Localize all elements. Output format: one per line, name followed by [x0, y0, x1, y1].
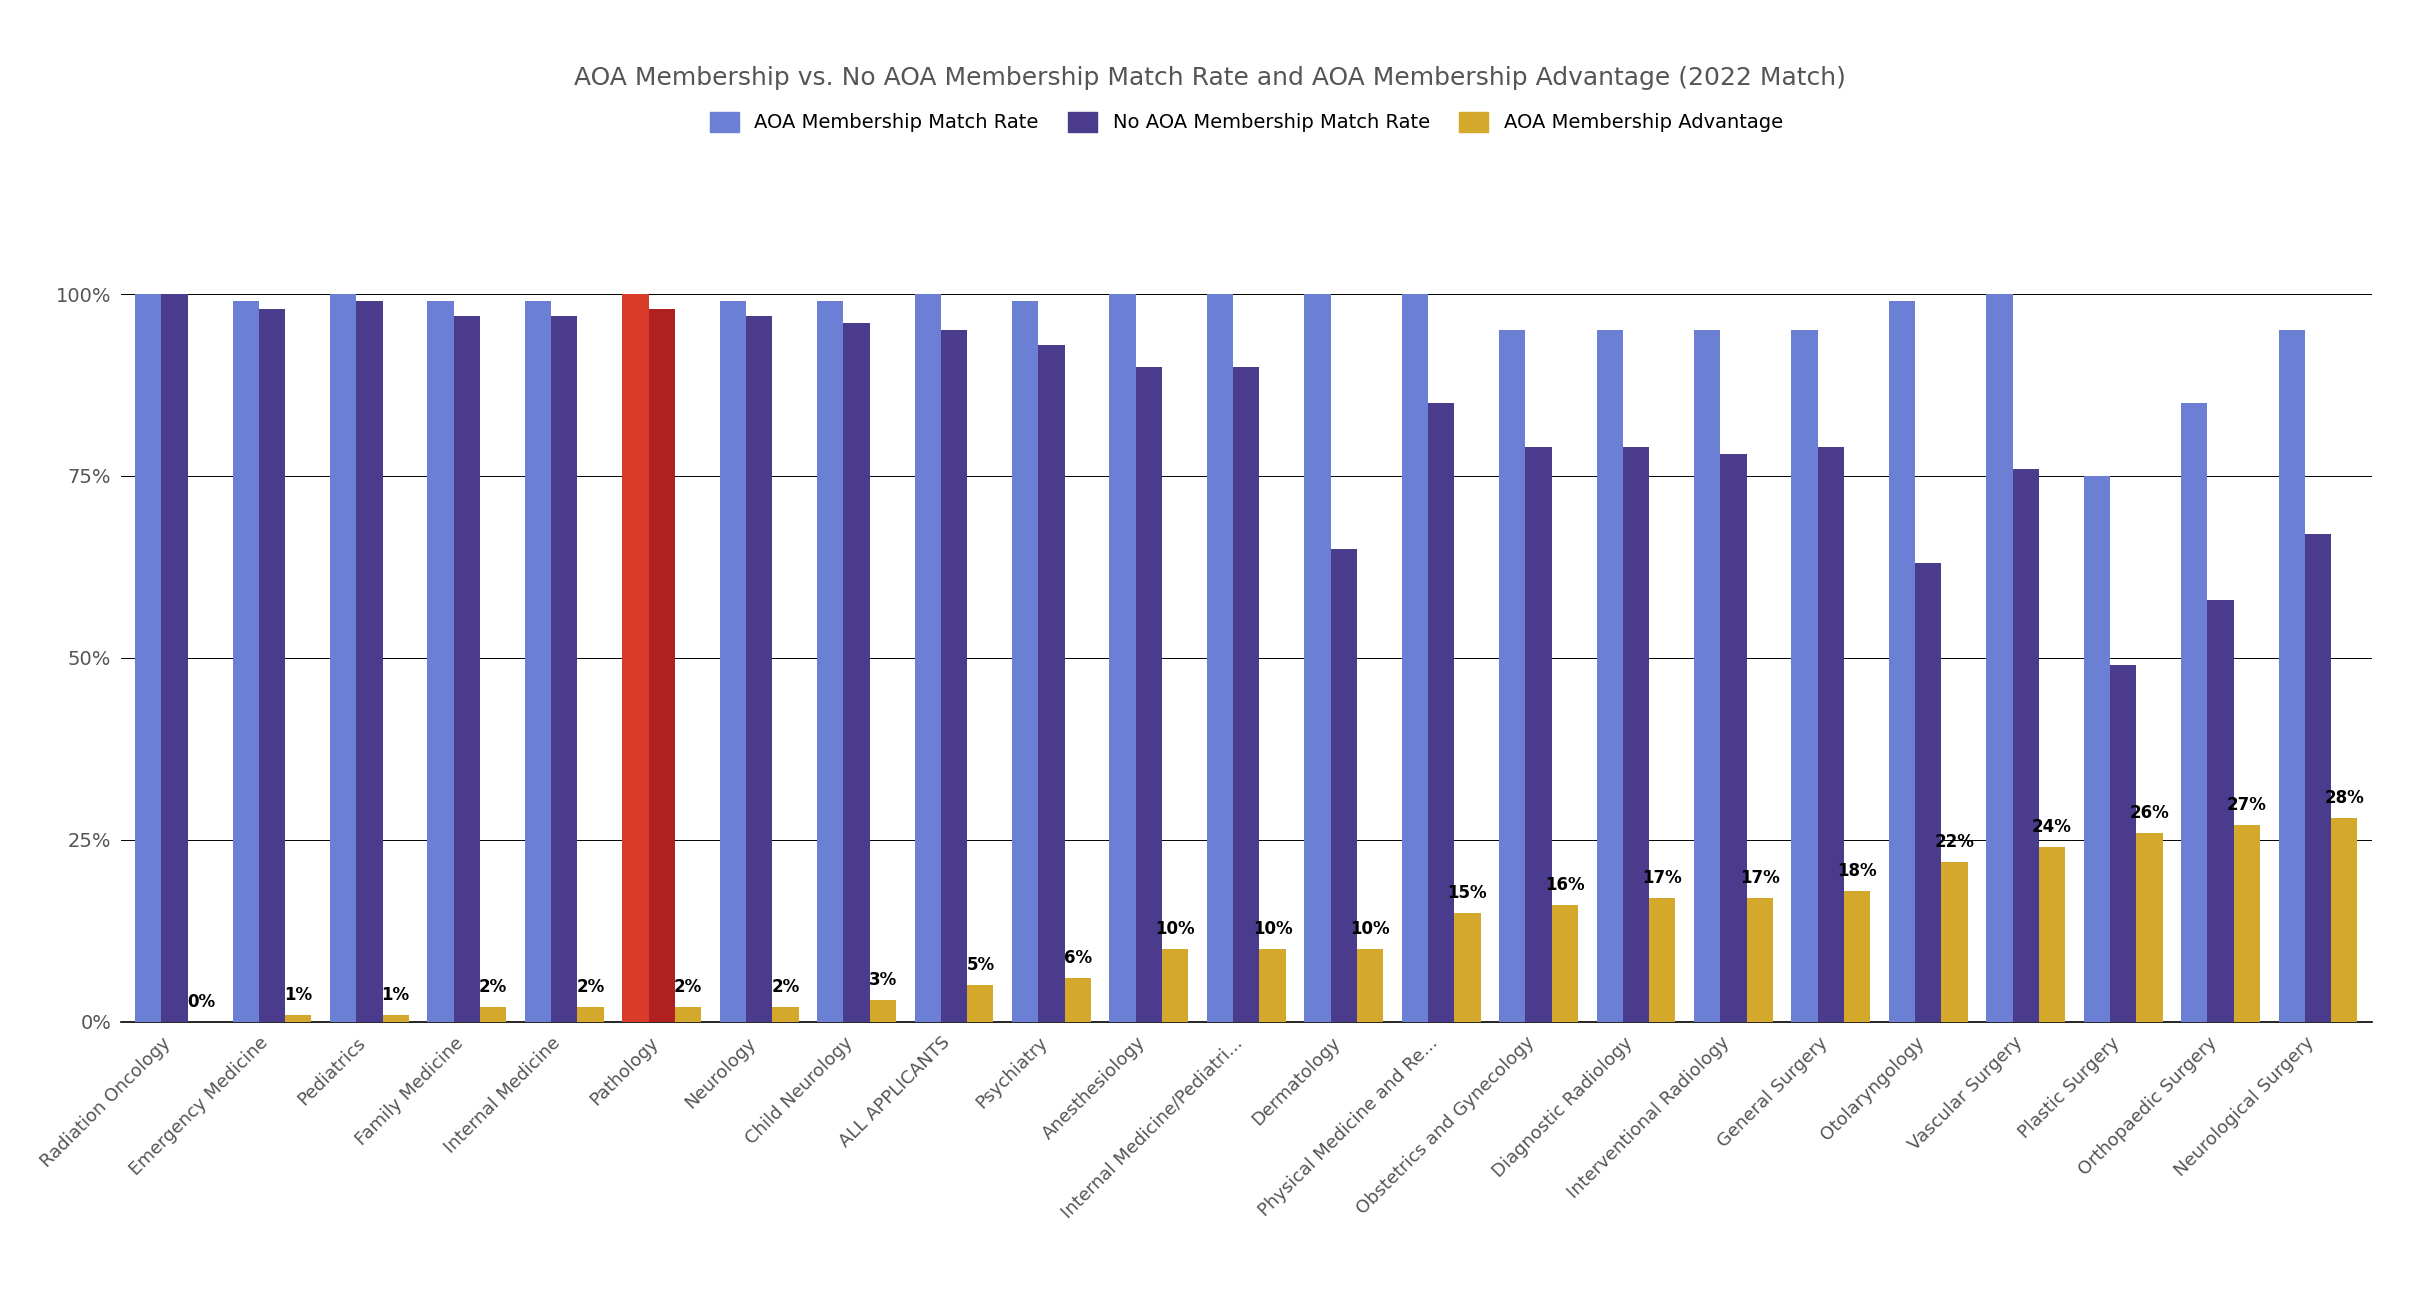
Bar [649, 309, 675, 1022]
Bar [1844, 891, 1871, 1022]
Text: 16%: 16% [1544, 876, 1585, 895]
Text: 10%: 10% [1254, 920, 1292, 938]
Bar [286, 1014, 312, 1022]
Bar [525, 301, 552, 1022]
Text: 17%: 17% [1740, 869, 1779, 887]
Bar [1038, 345, 1065, 1022]
Bar [1941, 862, 1967, 1022]
Text: 1%: 1% [382, 985, 409, 1003]
Bar [2110, 665, 2137, 1022]
Text: 17%: 17% [1643, 869, 1682, 887]
Bar [1694, 330, 1721, 1022]
Bar [719, 301, 745, 1022]
Bar [2330, 817, 2357, 1022]
Bar [1648, 899, 1675, 1022]
Bar [915, 293, 941, 1022]
Bar [869, 1000, 895, 1022]
Bar [382, 1014, 409, 1022]
Text: 27%: 27% [2226, 796, 2268, 815]
Legend: AOA Membership Match Rate, No AOA Membership Match Rate, AOA Membership Advantag: AOA Membership Match Rate, No AOA Member… [702, 103, 1791, 140]
Bar [1162, 948, 1188, 1022]
Bar [2304, 534, 2330, 1022]
Bar [675, 1007, 702, 1022]
Bar [1551, 905, 1578, 1022]
Text: 15%: 15% [1447, 884, 1488, 901]
Text: 2%: 2% [673, 979, 702, 997]
Bar [622, 293, 649, 1022]
Bar [2180, 403, 2207, 1022]
Bar [1890, 301, 1914, 1022]
Bar [941, 330, 968, 1022]
Text: 3%: 3% [869, 971, 898, 989]
Bar [2084, 476, 2110, 1022]
Bar [1331, 549, 1358, 1022]
Text: 10%: 10% [1350, 920, 1389, 938]
Bar [1597, 330, 1624, 1022]
Bar [552, 316, 578, 1022]
Bar [745, 316, 772, 1022]
Bar [1791, 330, 1817, 1022]
Bar [1747, 899, 1774, 1022]
Text: 28%: 28% [2326, 789, 2364, 807]
Text: 2%: 2% [772, 979, 799, 997]
Bar [2280, 330, 2304, 1022]
Bar [1401, 293, 1428, 1022]
Bar [136, 293, 162, 1022]
Bar [1525, 447, 1551, 1022]
Bar [1987, 293, 2013, 1022]
Bar [772, 1007, 799, 1022]
Text: 24%: 24% [2033, 819, 2072, 836]
Bar [2137, 833, 2163, 1022]
Text: 5%: 5% [966, 956, 995, 975]
Bar [428, 301, 453, 1022]
Bar [1721, 455, 1747, 1022]
Text: 0%: 0% [186, 993, 215, 1011]
Bar [1454, 913, 1481, 1022]
Bar [1624, 447, 1648, 1022]
Text: 22%: 22% [1934, 833, 1975, 850]
Bar [232, 301, 259, 1022]
Bar [1358, 948, 1384, 1022]
Bar [1234, 367, 1258, 1022]
Text: 2%: 2% [479, 979, 508, 997]
Text: AOA Membership vs. No AOA Membership Match Rate and AOA Membership Advantage (20: AOA Membership vs. No AOA Membership Mat… [574, 66, 1846, 89]
Bar [356, 301, 382, 1022]
Bar [578, 1007, 603, 1022]
Text: 6%: 6% [1065, 950, 1091, 967]
Bar [1498, 330, 1525, 1022]
Bar [845, 324, 869, 1022]
Bar [1012, 301, 1038, 1022]
Text: 26%: 26% [2130, 803, 2168, 821]
Bar [1258, 948, 1285, 1022]
Bar [453, 316, 479, 1022]
Bar [968, 985, 995, 1022]
Bar [818, 301, 845, 1022]
Text: 1%: 1% [283, 985, 312, 1003]
Bar [1914, 563, 1941, 1022]
Text: 18%: 18% [1837, 862, 1878, 880]
Bar [2234, 825, 2260, 1022]
Bar [1817, 447, 1844, 1022]
Bar [1135, 367, 1162, 1022]
Bar [2207, 600, 2234, 1022]
Text: 2%: 2% [576, 979, 605, 997]
Bar [2040, 848, 2064, 1022]
Bar [329, 293, 356, 1022]
Bar [1065, 979, 1091, 1022]
Bar [1208, 293, 1234, 1022]
Bar [1108, 293, 1135, 1022]
Bar [259, 309, 286, 1022]
Bar [479, 1007, 506, 1022]
Bar [1304, 293, 1331, 1022]
Bar [162, 293, 189, 1022]
Text: 10%: 10% [1154, 920, 1195, 938]
Bar [1428, 403, 1454, 1022]
Bar [2013, 469, 2040, 1022]
